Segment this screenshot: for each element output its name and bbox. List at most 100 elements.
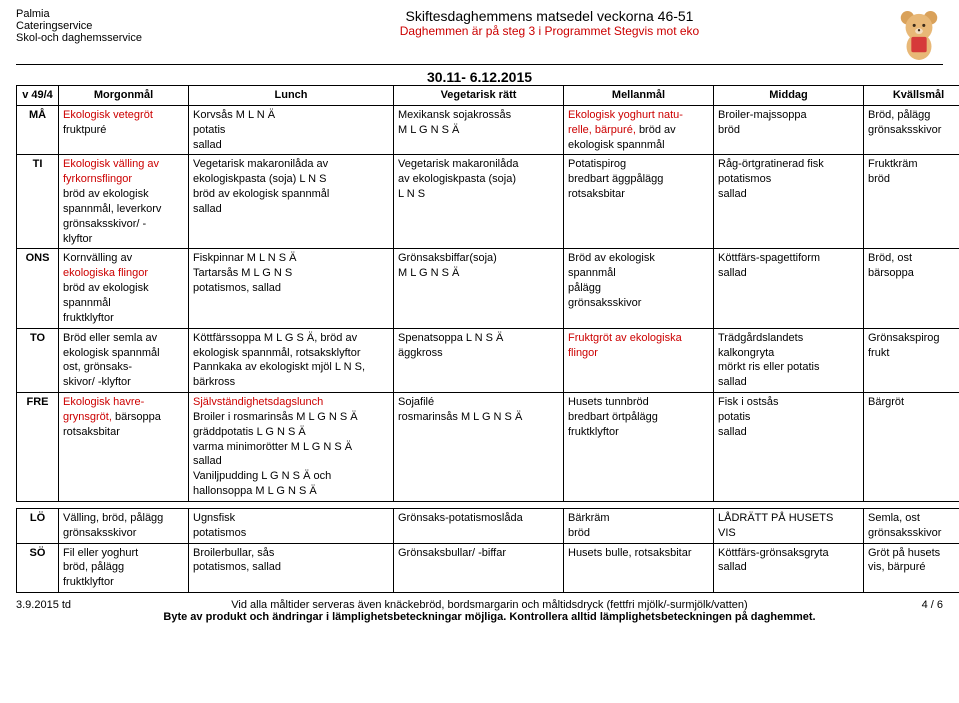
cell-line: bröd av ekologisk bbox=[63, 187, 184, 202]
cell-line: Köttfärs-grönsaksgryta bbox=[718, 546, 859, 561]
cell-line: grönsaksskivor/ - bbox=[63, 217, 184, 232]
footer-date: 3.9.2015 td bbox=[16, 599, 96, 611]
day-cell: MÅ bbox=[17, 105, 59, 155]
cell-line: Spenatsoppa L N S Ä bbox=[398, 331, 559, 346]
cell-line: sallad bbox=[718, 187, 859, 202]
cell-line: Självständighetsdagslunch bbox=[193, 395, 389, 410]
cell-line: fruktklyftor bbox=[63, 311, 184, 326]
mellan-cell: Husets tunnbrödbredbart örtpåläggfruktkl… bbox=[564, 393, 714, 502]
kvall-cell: Gröt på husetsvis, bärpuré bbox=[864, 543, 959, 593]
cell-line: bredbart örtpålägg bbox=[568, 410, 709, 425]
cell-line: Husets tunnbröd bbox=[568, 395, 709, 410]
cell-line: Ugnsfisk bbox=[193, 511, 389, 526]
cell-line: grönsaksskivor bbox=[63, 526, 184, 541]
cell-line: L N S bbox=[398, 187, 559, 202]
cell-line: Fruktgröt av ekologiska bbox=[568, 331, 709, 346]
cell-line: fruktpuré bbox=[63, 123, 184, 138]
cell-line: Fisk i ostsås bbox=[718, 395, 859, 410]
mellan-cell: Fruktgröt av ekologiskaflingor bbox=[564, 328, 714, 392]
col-lunch: Lunch bbox=[189, 86, 394, 106]
table-row: TIEkologisk välling avfyrkornsflingorbrö… bbox=[17, 155, 959, 249]
day-cell: LÖ bbox=[17, 508, 59, 543]
cell-line: bröd bbox=[718, 123, 859, 138]
cell-line: bärsoppa bbox=[868, 266, 959, 281]
cell-line: sallad bbox=[718, 560, 859, 575]
cell-line: Broiler i rosmarinsås M L G N S Ä bbox=[193, 410, 389, 425]
cell-line: spannmål bbox=[63, 296, 184, 311]
middag-cell: Broiler-majssoppabröd bbox=[714, 105, 864, 155]
org-name: Palmia bbox=[16, 8, 216, 20]
cell-line: spannmål, leverkorv bbox=[63, 202, 184, 217]
cell-line: potatis bbox=[193, 123, 389, 138]
table-row: ONSKornvälling avekologiska flingorbröd … bbox=[17, 249, 959, 328]
kvall-cell: Bärgröt bbox=[864, 393, 959, 502]
footer-page: 4 / 6 bbox=[883, 599, 943, 611]
cell-line: kalkongryta bbox=[718, 346, 859, 361]
kvall-cell: Grönsakspirogfrukt bbox=[864, 328, 959, 392]
cell-line: sallad bbox=[718, 266, 859, 281]
cell-line: relle, bärpuré, bröd av bbox=[568, 123, 709, 138]
veg-cell: Spenatsoppa L N S Ääggkross bbox=[394, 328, 564, 392]
col-veg: Vegetarisk rätt bbox=[394, 86, 564, 106]
col-mellan: Mellanmål bbox=[564, 86, 714, 106]
cell-line: Grönsakspirog bbox=[868, 331, 959, 346]
mellan-cell: Bärkrämbröd bbox=[564, 508, 714, 543]
cell-line: potatismos, sallad bbox=[193, 560, 389, 575]
date-range: 30.11- 6.12.2015 bbox=[16, 69, 943, 85]
cell-line: ekologisk spannmål bbox=[568, 138, 709, 153]
menu-table-weekend: LÖVälling, bröd, pålägggrönsaksskivorUgn… bbox=[16, 508, 959, 593]
header-right bbox=[883, 8, 943, 62]
title-main: Skiftesdaghemmens matsedel veckorna 46-5… bbox=[216, 8, 883, 24]
cell-line: sallad bbox=[193, 454, 389, 469]
cell-line: Bärgröt bbox=[868, 395, 959, 410]
day-cell: TO bbox=[17, 328, 59, 392]
col-middag: Middag bbox=[714, 86, 864, 106]
cell-line: bröd bbox=[568, 526, 709, 541]
menu-table-main: v 49/4 Morgonmål Lunch Vegetarisk rätt M… bbox=[16, 85, 959, 502]
cell-line: klyftor bbox=[63, 232, 184, 247]
mellan-cell: Husets bulle, rotsaksbitar bbox=[564, 543, 714, 593]
cell-line: rotsaksbitar bbox=[568, 187, 709, 202]
lunch-cell: Vegetarisk makaronilåda avekologiskpasta… bbox=[189, 155, 394, 249]
cell-line: Grönsaksbiffar(soja) bbox=[398, 251, 559, 266]
cell-line: Fil eller yoghurt bbox=[63, 546, 184, 561]
footer: 3.9.2015 td Vid alla måltider serveras ä… bbox=[16, 599, 943, 623]
cell-line: sallad bbox=[193, 202, 389, 217]
middag-cell: Köttfärs-spagettiformsallad bbox=[714, 249, 864, 328]
cell-line: ekologisk spannmål bbox=[63, 346, 184, 361]
table-row: TOBröd eller semla avekologisk spannmålo… bbox=[17, 328, 959, 392]
day-cell: ONS bbox=[17, 249, 59, 328]
mellan-cell: Ekologisk yoghurt natu-relle, bärpuré, b… bbox=[564, 105, 714, 155]
cell-line: grönsaksskivor bbox=[868, 526, 959, 541]
cell-line: fruktklyftor bbox=[568, 425, 709, 440]
cell-line: grönsaksskivor bbox=[868, 123, 959, 138]
table-row: FREEkologisk havre-grynsgröt, bärsopparo… bbox=[17, 393, 959, 502]
cell-line: ekologisk spannmål, rotsaksklyftor bbox=[193, 346, 389, 361]
cell-line: Broilerbullar, sås bbox=[193, 546, 389, 561]
footer-line1: Vid alla måltider serveras även knäckebr… bbox=[96, 599, 883, 611]
cell-line: Vegetarisk makaronilåda av bbox=[193, 157, 389, 172]
cell-line: VIS bbox=[718, 526, 859, 541]
cell-line: ekologiska flingor bbox=[63, 266, 184, 281]
cell-line: flingor bbox=[568, 346, 709, 361]
cell-line: M L G N S Ä bbox=[398, 266, 559, 281]
cell-line: Semla, ost bbox=[868, 511, 959, 526]
lunch-cell: Ugnsfiskpotatismos bbox=[189, 508, 394, 543]
cell-line: potatis bbox=[718, 410, 859, 425]
table-row: SÖFil eller yoghurtbröd, påläggfruktklyf… bbox=[17, 543, 959, 593]
cell-line: Potatispirog bbox=[568, 157, 709, 172]
col-morgon: Morgonmål bbox=[59, 86, 189, 106]
dept2: Skol-och daghemsservice bbox=[16, 32, 216, 44]
cell-line: rosmarinsås M L G N S Ä bbox=[398, 410, 559, 425]
cell-line: Bröd, pålägg bbox=[868, 108, 959, 123]
cell-line: Ekologisk vetegröt bbox=[63, 108, 184, 123]
cell-line: Bröd eller semla av bbox=[63, 331, 184, 346]
table-header-row: v 49/4 Morgonmål Lunch Vegetarisk rätt M… bbox=[17, 86, 959, 106]
cell-line: grynsgröt, bärsoppa bbox=[63, 410, 184, 425]
cell-line: Vegetarisk makaronilåda bbox=[398, 157, 559, 172]
lunch-cell: Köttfärssoppa M L G S Ä, bröd avekologis… bbox=[189, 328, 394, 392]
header-center: Skiftesdaghemmens matsedel veckorna 46-5… bbox=[216, 8, 883, 38]
cell-line: Tartarsås M L G N S bbox=[193, 266, 389, 281]
cell-line: Köttfärs-spagettiform bbox=[718, 251, 859, 266]
veg-cell: Grönsaksbiffar(soja)M L G N S Ä bbox=[394, 249, 564, 328]
